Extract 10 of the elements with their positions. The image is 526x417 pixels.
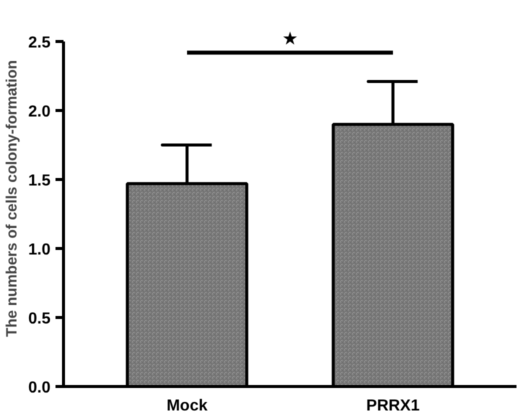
y-tick-label: 1.5 bbox=[28, 172, 51, 190]
y-tick-label: 0.5 bbox=[28, 310, 51, 328]
y-tick-label: 1.0 bbox=[28, 242, 51, 259]
y-tick-label: 2.5 bbox=[28, 34, 51, 52]
x-tick-label: Mock bbox=[166, 398, 208, 414]
y-axis-title: The numbers of cells colony-formation bbox=[3, 60, 20, 337]
y-tick-label: 0.0 bbox=[28, 380, 51, 396]
y-tick-label: 2.0 bbox=[28, 104, 51, 121]
x-tick-label: PRRX1 bbox=[366, 398, 420, 414]
ref-line-label: ★ bbox=[282, 28, 298, 48]
